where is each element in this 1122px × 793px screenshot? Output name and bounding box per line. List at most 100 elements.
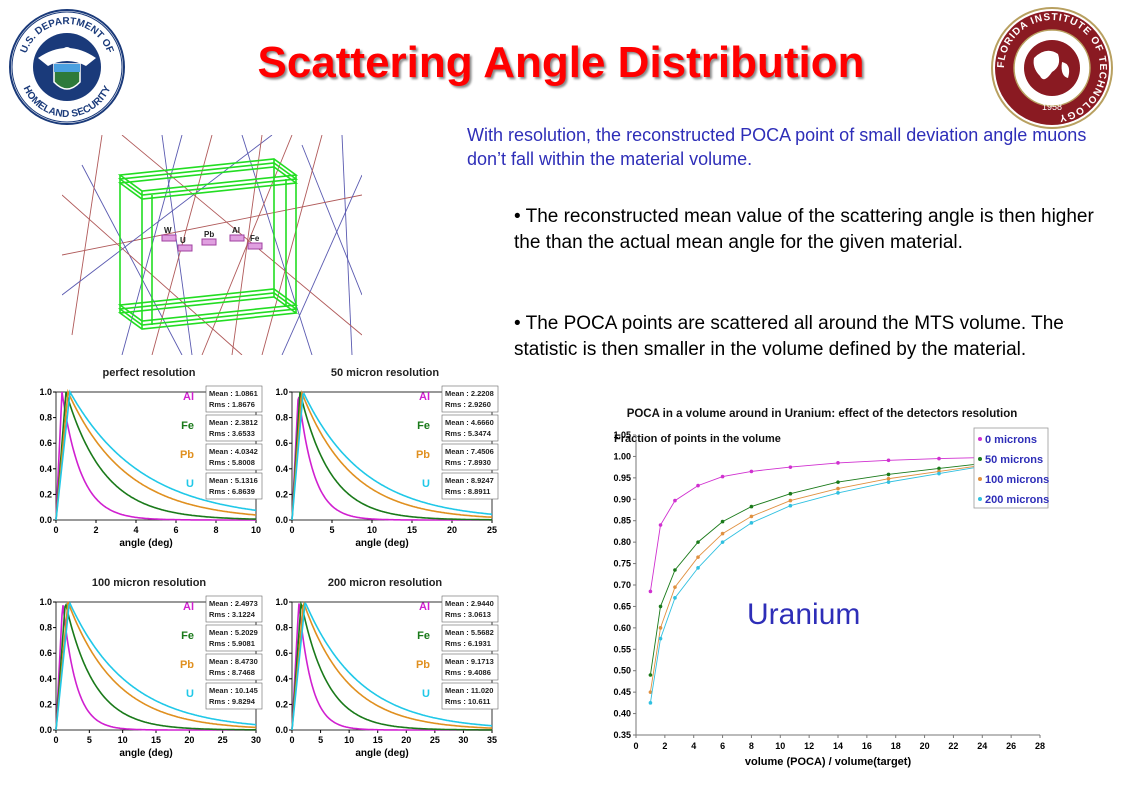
- poca-legend-item: 200 microns: [985, 494, 1049, 506]
- poca-point: [696, 483, 700, 488]
- poca-y-tick-label: 0.75: [613, 559, 631, 569]
- series-pb-curve: [55, 601, 257, 731]
- y-tick-label: 0.4: [275, 464, 288, 474]
- poca-point: [720, 519, 725, 524]
- y-tick-label: 1.0: [275, 387, 288, 397]
- x-tick-label: 30: [251, 735, 261, 745]
- poca-point: [836, 480, 840, 484]
- muon-track: [71, 135, 103, 336]
- poca-point: [673, 498, 677, 503]
- stats-box: [441, 682, 499, 710]
- legend-al: Al: [183, 391, 194, 403]
- stats-rms: Rms : 2.9260: [445, 400, 491, 409]
- poca-y-tick-label: 0.65: [613, 601, 631, 611]
- x-tick-label: 20: [447, 525, 457, 535]
- poca-x-tick-label: 20: [920, 741, 930, 751]
- poca-point: [937, 471, 941, 476]
- y-tick-label: 0.2: [275, 489, 288, 499]
- poca-x-tick-label: 2: [662, 741, 667, 751]
- legend-u: U: [186, 688, 194, 700]
- y-tick-label: 1.0: [275, 597, 288, 607]
- legend-u: U: [422, 478, 430, 490]
- poca-x-tick-label: 26: [1006, 741, 1016, 751]
- legend-al: Al: [183, 601, 194, 613]
- poca-point: [720, 531, 725, 536]
- stats-rms: Rms : 9.8294: [209, 697, 256, 706]
- x-tick-label: 25: [218, 735, 228, 745]
- stats-rms: Rms : 7.8930: [445, 458, 491, 467]
- y-tick-label: 0.0: [39, 515, 52, 525]
- series-u-curve: [55, 389, 257, 521]
- poca-point: [937, 466, 941, 471]
- legend-u: U: [422, 688, 430, 700]
- poca-x-tick-label: 8: [749, 741, 754, 751]
- fit-seal-logo: FLORIDA INSTITUTE OF TECHNOLOGY 1958: [991, 7, 1113, 129]
- poca-series-line: [649, 465, 979, 693]
- poca-y-tick-label: 0.85: [613, 516, 631, 526]
- x-tick-label: 4: [133, 525, 138, 535]
- x-tick-label: 10: [251, 525, 261, 535]
- stats-mean: Mean : 1.0861: [209, 389, 258, 398]
- bullet-poca-scatter: • The POCA points are scattered all arou…: [514, 313, 1064, 360]
- stats-rms: Rms : 8.7468: [209, 668, 255, 677]
- stats-box: [205, 595, 263, 623]
- series-fe-curve: [291, 600, 492, 731]
- poca-x-tick-label: 14: [833, 741, 843, 751]
- histogram-panel: 100 micron resolution 0.0 0.2 0.4 0.6 0.8 1.0 0…: [39, 577, 263, 759]
- material-targets: [161, 234, 263, 252]
- poca-point: [658, 604, 663, 609]
- stats-box: [441, 443, 499, 471]
- y-tick-label: 1.0: [39, 387, 52, 397]
- stats-mean: Mean : 5.5682: [445, 628, 494, 637]
- stats-box: [441, 653, 499, 681]
- stats-mean: Mean : 4.6660: [445, 418, 494, 427]
- histogram-title: 100 micron resolution: [92, 577, 207, 589]
- muon-track: [281, 174, 362, 355]
- dhs-seal-logo: U.S. DEPARTMENT OF HOMELAND SECURITY: [9, 9, 125, 125]
- poca-legend-item: 0 microns: [985, 434, 1037, 446]
- y-tick-label: 0.8: [39, 413, 52, 423]
- detector-box: [117, 158, 299, 330]
- muon-track: [62, 194, 362, 256]
- poca-y-tick-label: 0.80: [613, 537, 631, 547]
- stats-box: [205, 443, 263, 471]
- poca-series-line: [649, 457, 979, 592]
- x-tick-label: 10: [118, 735, 128, 745]
- y-tick-label: 0.2: [39, 489, 52, 499]
- stats-mean: Mean : 11.020: [445, 686, 493, 695]
- y-tick-label: 0.4: [39, 464, 52, 474]
- poca-chart: POCA in a volume around in Uranium: effe…: [613, 408, 1049, 768]
- poca-point: [886, 472, 891, 477]
- stats-mean: Mean : 7.4506: [445, 447, 494, 456]
- poca-legend-marker: [978, 497, 982, 501]
- x-tick-label: 35: [487, 735, 497, 745]
- poca-point: [749, 521, 754, 525]
- y-tick-label: 0.8: [39, 623, 52, 633]
- poca-point: [648, 690, 653, 694]
- muon-track: [341, 135, 353, 355]
- poca-x-tick-label: 4: [691, 741, 696, 751]
- stats-box: [205, 472, 263, 500]
- y-tick-label: 0.6: [39, 438, 52, 448]
- x-tick-label: 0: [53, 525, 58, 535]
- y-tick-label: 1.0: [39, 597, 52, 607]
- stats-mean: Mean : 2.2208: [445, 389, 494, 398]
- stats-mean: Mean : 2.9440: [445, 599, 494, 608]
- poca-y-tick-label: 0.90: [613, 494, 631, 504]
- x-tick-label: 0: [289, 735, 294, 745]
- y-tick-label: 0.6: [39, 648, 52, 658]
- legend-fe: Fe: [181, 420, 194, 432]
- poca-point: [648, 589, 653, 594]
- histogram-title: 50 micron resolution: [331, 367, 439, 379]
- poca-y-tick-label: 0.35: [613, 730, 631, 740]
- stats-rms: Rms : 9.4086: [445, 668, 491, 677]
- poca-x-tick-label: 16: [862, 741, 872, 751]
- y-tick-label: 0.8: [275, 413, 288, 423]
- stats-mean: Mean : 10.145: [209, 686, 258, 695]
- histogram-title: 200 micron resolution: [328, 577, 443, 589]
- stats-rms: Rms : 3.6533: [209, 429, 255, 438]
- legend-fe: Fe: [417, 420, 430, 432]
- poca-legend-box: [973, 427, 1049, 509]
- poca-point: [658, 523, 663, 527]
- poca-x-tick-label: 6: [720, 741, 725, 751]
